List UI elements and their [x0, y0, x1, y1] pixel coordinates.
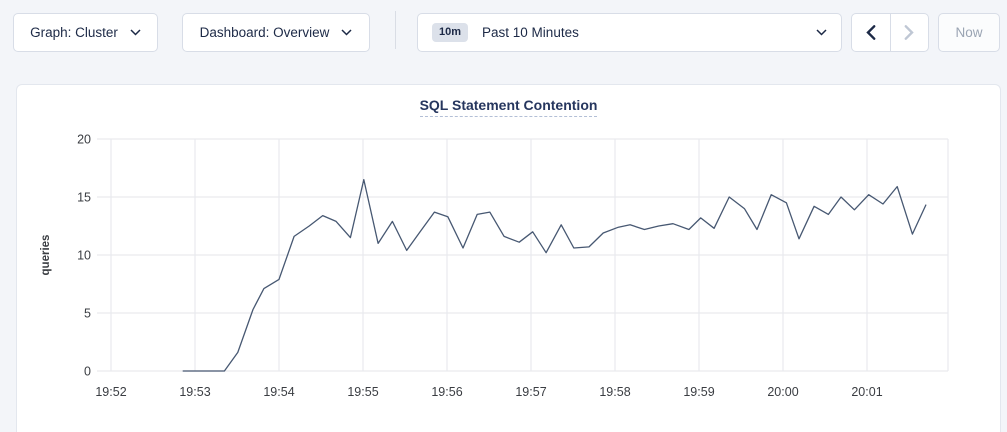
svg-text:19:54: 19:54: [263, 385, 294, 399]
svg-text:20:00: 20:00: [767, 385, 798, 399]
svg-text:19:58: 19:58: [599, 385, 630, 399]
chevron-down-icon: [341, 29, 352, 36]
svg-text:19:59: 19:59: [683, 385, 714, 399]
svg-text:0: 0: [84, 365, 91, 379]
chevron-down-icon: [816, 29, 827, 36]
chevron-right-icon: [904, 25, 914, 40]
time-range-selector[interactable]: 10m Past 10 Minutes: [417, 13, 842, 52]
graph-dropdown-label: Graph: Cluster: [30, 25, 118, 40]
toolbar: Graph: Cluster Dashboard: Overview 10m P…: [0, 0, 1007, 84]
svg-text:20: 20: [77, 133, 91, 147]
time-nav-group: [851, 13, 929, 52]
svg-text:5: 5: [84, 307, 91, 321]
svg-text:19:55: 19:55: [347, 385, 378, 399]
now-button[interactable]: Now: [938, 13, 1000, 52]
toolbar-divider: [395, 11, 396, 49]
time-forward-button[interactable]: [889, 14, 929, 51]
time-range-badge: 10m: [432, 23, 469, 42]
x-axis-tick-labels: 19:52 19:53 19:54 19:55 19:56 19:57 19:58 19:59…: [95, 385, 882, 399]
svg-text:15: 15: [77, 191, 91, 205]
svg-text:10: 10: [77, 249, 91, 263]
chart-title-row: SQL Statement Contention: [17, 97, 1000, 119]
dashboard-dropdown-label: Dashboard: Overview: [199, 25, 330, 40]
svg-text:19:56: 19:56: [431, 385, 462, 399]
graph-dropdown[interactable]: Graph: Cluster: [13, 13, 158, 52]
chevron-down-icon: [130, 29, 141, 36]
svg-text:19:53: 19:53: [179, 385, 210, 399]
chart-panel: 0 5 10 15 20 19:52 19:53 19:54 19:55 19:56 19:57 19…: [16, 84, 1001, 432]
svg-text:19:57: 19:57: [515, 385, 546, 399]
y-axis-tick-labels: 0 5 10 15 20: [77, 133, 91, 379]
svg-text:20:01: 20:01: [851, 385, 882, 399]
time-back-button[interactable]: [852, 14, 890, 51]
time-range-label: Past 10 Minutes: [482, 25, 579, 40]
chart-title[interactable]: SQL Statement Contention: [419, 97, 598, 117]
chevron-left-icon: [866, 25, 876, 40]
chart-grid: [97, 138, 949, 372]
series-line-queries: [182, 178, 927, 372]
dashboard-dropdown[interactable]: Dashboard: Overview: [182, 13, 370, 52]
svg-text:19:52: 19:52: [95, 385, 126, 399]
y-axis-label: queries: [40, 235, 52, 276]
